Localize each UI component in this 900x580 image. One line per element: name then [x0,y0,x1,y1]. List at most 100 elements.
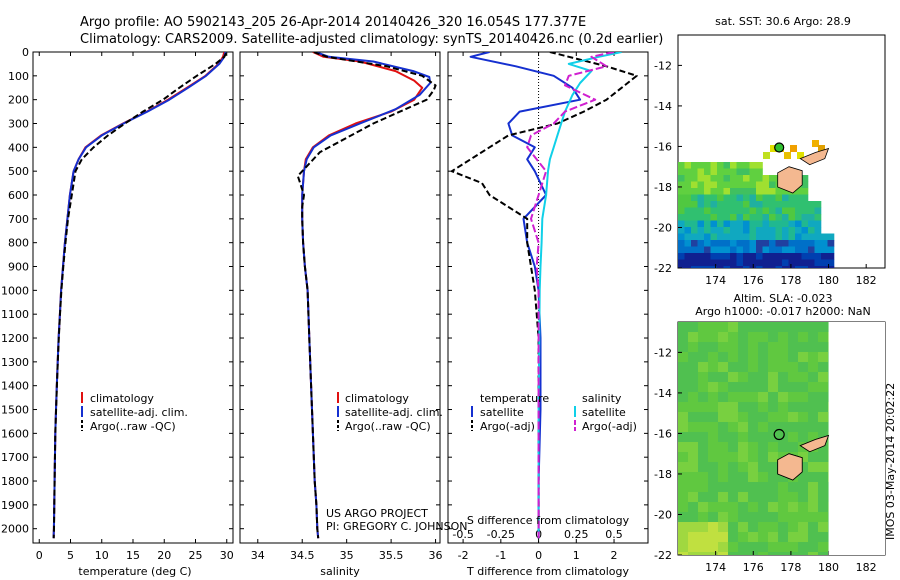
depth-tick-label: 1200 [1,332,29,345]
sst-cell [717,194,724,202]
sla-cell [808,532,819,543]
sla-cell [708,462,719,473]
sla-cell [768,462,779,473]
sla-cell [748,352,759,363]
sla-cell [788,482,799,493]
sst-cell [769,181,776,189]
sst-cell [782,266,789,268]
sst-cell [801,207,809,215]
sla-cell [758,522,769,533]
map-x-tick-label: 182 [856,274,877,287]
sst-cell [795,233,802,241]
sst-cell [710,220,718,228]
sla-cell [818,462,829,473]
sla-cell [808,512,819,523]
sst-cell [775,194,783,202]
map-y-tick-label: -18 [654,181,672,194]
sst-cell [788,220,796,228]
sla-cell [788,392,799,403]
depth-tick-label: 1800 [1,475,29,488]
sla-cell [758,542,769,553]
sla-cell [728,502,739,513]
sla-cell [778,352,789,363]
sst-cell [749,220,757,228]
map-y-tick-label: -20 [654,508,672,521]
sst-cell [678,233,685,241]
map-x-tick-label: 174 [705,561,726,574]
sla-cell [808,382,819,393]
sst-cell [756,168,763,176]
x-tick-label: 0 [36,549,43,562]
sst-cell [704,175,711,182]
sla-cell [768,472,779,483]
sst-cell [691,188,698,195]
sst-cell [710,194,718,202]
sst-cell [749,240,757,247]
sla-cell [818,422,829,433]
sst-cell [730,175,737,182]
sla-cell [748,542,759,553]
sst-cell [697,168,705,176]
sst-cell [736,266,744,268]
sst-cell [697,214,705,221]
sla-cell [758,442,769,453]
sla-cell [768,522,779,533]
sst-cell [736,207,744,215]
sst-cell [795,194,802,202]
map-x-tick-label: 180 [818,274,839,287]
sst-cell [710,266,718,268]
sla-cell [688,322,699,333]
sla-cell [728,342,739,353]
sla-cell [768,482,779,493]
sst-cell [743,181,750,189]
credit-line-1: US ARGO PROJECT [326,507,428,520]
sst-cell [782,246,789,254]
sst-cell [782,201,789,208]
sla-cell [758,532,769,543]
sla-cell [678,322,689,333]
sla-cell [788,422,799,433]
sla-cell [798,522,809,533]
sla-cell [728,402,739,413]
sst-cell [801,175,809,182]
sst-cell [762,253,770,260]
sla-cell [728,522,739,533]
sla-cell [818,442,829,453]
sst-cell [775,240,783,247]
sla-cell [778,422,789,433]
sla-cell [768,452,779,463]
sst-cell [762,188,770,195]
sst-cell [756,266,763,268]
sst-cell [678,188,685,195]
sst-cell [769,220,776,228]
sla-cell [748,522,759,533]
depth-tick-label: 1600 [1,427,29,440]
sst-cell [710,233,718,241]
sla-cell [698,342,709,353]
salinity-legend: climatology satellite-adj. clim. Argo(..… [337,392,443,433]
sst-cell [808,266,815,268]
sla-cell [818,332,829,343]
sla-cell [818,452,829,463]
sla-cell [778,482,789,493]
sst-cell [691,240,698,247]
sst-cell [801,181,809,189]
legend-label-t-argo: Argo(-adj) [480,420,535,433]
sst-cell [730,259,737,267]
series-climatology [301,52,424,539]
sla-cell [698,382,709,393]
sla-cell [758,362,769,373]
sla-cell [758,492,769,503]
sst-cell [684,240,692,247]
sst-cell [749,175,757,182]
sst-cell [749,246,757,254]
map-x-tick-label: 178 [780,561,801,574]
sst-cell [795,253,802,260]
sla-cell [698,322,709,333]
depth-tick-label: 0 [22,46,29,59]
sla-cell [718,432,729,443]
sla-cell [708,432,719,443]
sst-cell [743,162,750,169]
sst-cell [827,246,835,254]
sla-cell [698,362,709,373]
